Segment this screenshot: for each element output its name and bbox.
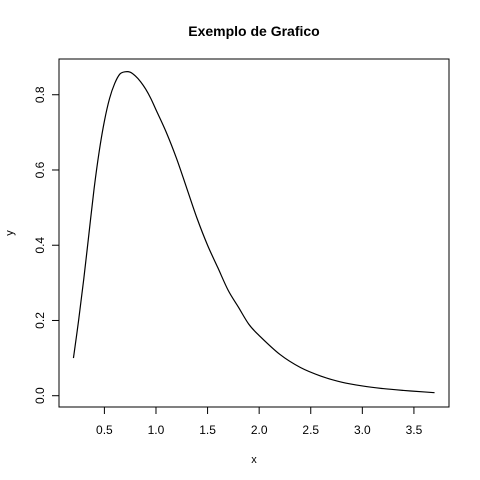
x-axis-label: x xyxy=(251,454,257,466)
y-axis-ticks: 0.0 0.2 0.4 0.6 0.8 xyxy=(33,86,59,404)
chart-title: Exemplo de Grafico xyxy=(188,23,319,39)
plot-frame xyxy=(58,58,450,408)
data-series-line xyxy=(72,70,435,394)
x-axis-ticks: 0.5 1.0 1.5 2.0 2.5 3.0 3.5 xyxy=(96,407,423,437)
y-tick-label: 0.0 xyxy=(33,387,47,404)
x-tick-label: 1.5 xyxy=(199,423,216,437)
x-tick-label: 2.0 xyxy=(251,423,268,437)
x-tick-label: 1.0 xyxy=(148,423,165,437)
y-tick-label: 0.4 xyxy=(33,237,47,254)
y-tick-label: 0.8 xyxy=(33,86,47,103)
x-tick-label: 3.5 xyxy=(406,423,423,437)
y-tick-label: 0.2 xyxy=(33,312,47,329)
x-tick-label: 2.5 xyxy=(302,423,319,437)
x-tick-label: 3.0 xyxy=(354,423,371,437)
y-tick-label: 0.6 xyxy=(33,161,47,178)
x-tick-label: 0.5 xyxy=(96,423,113,437)
y-axis-label: y xyxy=(4,230,16,236)
